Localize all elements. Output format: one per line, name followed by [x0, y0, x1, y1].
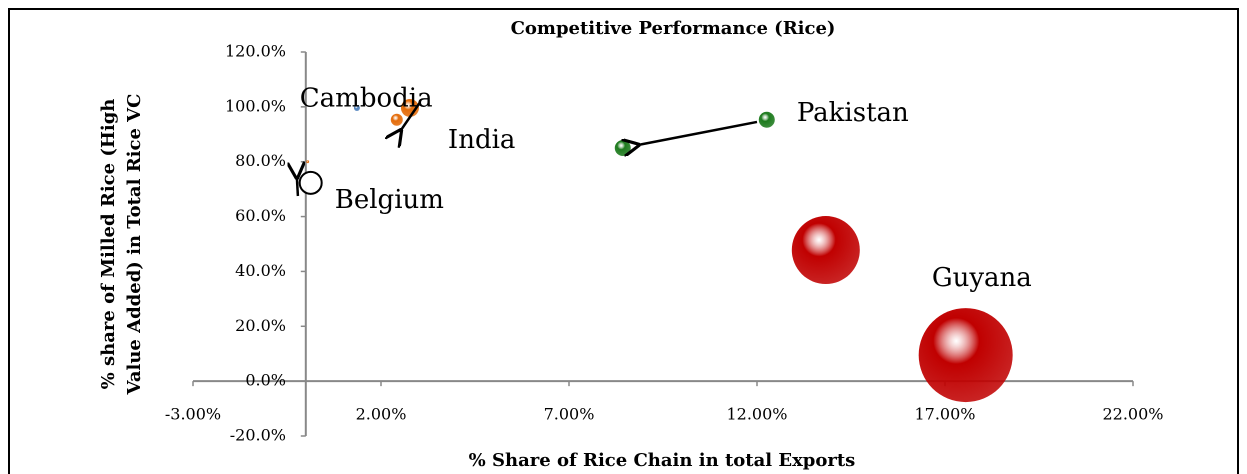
y-axis-label-line: Value Added) in Total Rice VC: [124, 94, 145, 396]
x-tick-label: 12.00%: [726, 405, 787, 424]
bubble: [353, 104, 360, 111]
bubble: [298, 170, 323, 195]
bubble: [614, 140, 631, 156]
bubble: [758, 111, 775, 128]
x-axis-label: % Share of Rice Chain in total Exports: [469, 450, 856, 471]
arrow: [637, 120, 758, 145]
annotation: Belgium: [335, 185, 444, 215]
y-tick-label: -20.0%: [230, 426, 286, 445]
y-tick-label: 40.0%: [235, 261, 286, 280]
y-axis-label: % share of Milled Rice (High Value Added…: [98, 94, 145, 396]
y-tick-label: 60.0%: [235, 206, 286, 225]
x-tick-label: 7.00%: [544, 405, 595, 424]
chart-border: [8, 8, 1239, 474]
y-tick-label: 100.0%: [225, 96, 286, 115]
arrow: [297, 176, 298, 197]
y-tick-label: 0.0%: [245, 371, 286, 390]
y-tick-label: 80.0%: [235, 151, 286, 170]
x-tick-label: -3.00%: [165, 405, 221, 424]
y-axis-label-line: % share of Milled Rice (High: [98, 99, 119, 390]
bubble: [306, 160, 310, 164]
x-tick-label: 17.00%: [914, 405, 975, 424]
x-tick-label: 2.00%: [356, 405, 407, 424]
annotation: Pakistan: [797, 98, 909, 128]
y-tick-label: 120.0%: [225, 42, 286, 61]
annotation: Guyana: [932, 263, 1032, 293]
chart-title: Competitive Performance (Rice): [511, 18, 836, 39]
y-tick-label: 20.0%: [235, 316, 286, 335]
annotation: Cambodia: [300, 84, 433, 114]
bubble: [791, 216, 860, 285]
bubble: [918, 308, 1013, 403]
x-tick-label: 22.00%: [1102, 405, 1163, 424]
arrow: [400, 102, 421, 132]
bubble: [390, 113, 403, 126]
annotation: India: [448, 125, 515, 155]
